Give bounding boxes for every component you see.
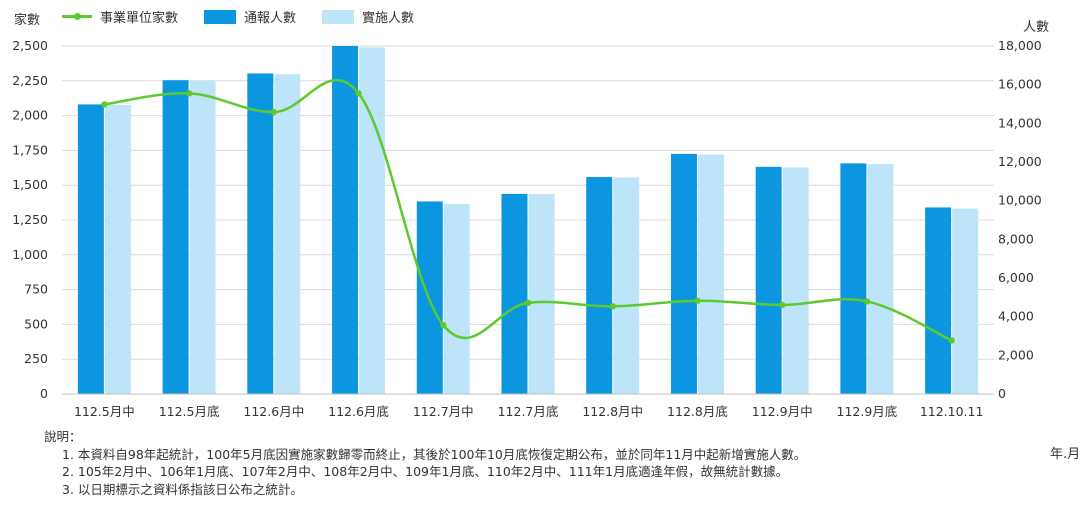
line-series-establishments (104, 78, 953, 342)
right-tick-label: 16,000 (998, 77, 1042, 92)
line-point (609, 303, 616, 310)
left-tick-label: 1,000 (12, 247, 48, 262)
left-tick-label: 500 (24, 316, 48, 331)
right-tick-label: 14,000 (998, 115, 1042, 130)
line-point (270, 108, 278, 116)
notes-title: 說明： (44, 429, 82, 444)
x-tick-label: 112.5月中 (74, 404, 135, 419)
x-tick-label: 112.7月底 (498, 404, 559, 419)
bar-implemented (274, 74, 301, 394)
bar-implemented (443, 203, 470, 394)
left-tick-label: 1,750 (12, 142, 48, 157)
x-tick-label: 112.8月中 (582, 404, 643, 419)
left-tick-label: 750 (24, 282, 48, 297)
legend-label-reported: 通報人數 (244, 11, 297, 26)
line-point (101, 101, 108, 108)
bar-implemented (104, 104, 131, 394)
left-axis-title: 家數 (14, 13, 41, 28)
bar-implemented (867, 164, 894, 394)
right-tick-label: 6,000 (998, 270, 1034, 285)
notes-section: 說明： 1. 本資料自98年起統計，100年5月底因實施家數歸零而終止，其後於1… (44, 428, 806, 498)
bar-reported (332, 46, 359, 394)
right-tick-label: 18,000 (998, 38, 1042, 53)
left-tick-label: 1,250 (12, 212, 48, 227)
bar-implemented (782, 167, 809, 394)
x-tick-label: 112.7月中 (413, 404, 474, 419)
chart-legend: 事業單位家數 通報人數 實施人數 (62, 7, 440, 26)
right-tick-label: 2,000 (998, 347, 1034, 362)
line-point (778, 301, 786, 309)
legend-item-reported: 通報人數 (204, 7, 296, 26)
note-item: 2. 105年2月中、106年1月底、107年2月中、108年2月中、109年1… (62, 464, 789, 479)
bar-implemented (952, 208, 979, 394)
bar-reported (925, 207, 952, 394)
right-axis-title: 人數 (1023, 20, 1050, 35)
x-tick-label: 112.6月中 (243, 404, 304, 419)
legend-label-implemented: 實施人數 (362, 11, 415, 26)
bar-reported (247, 73, 274, 394)
bar-reported (755, 166, 782, 394)
bar-reported (670, 153, 697, 394)
right-tick-label: 4,000 (998, 309, 1034, 324)
legend-item-line: 事業單位家數 (62, 7, 178, 26)
left-tick-label: 2,500 (12, 38, 48, 53)
line-point (185, 90, 193, 97)
legend-line-swatch (62, 13, 92, 20)
line-point (355, 90, 362, 97)
note-item: 3. 以日期標示之資料係指該日公布之統計。 (62, 481, 303, 497)
x-axis-unit: 年.月 (1050, 447, 1081, 462)
line-point (863, 298, 871, 305)
bar-reported (586, 177, 613, 394)
bar-implemented (189, 80, 216, 395)
left-tick-label: 2,000 (12, 108, 48, 123)
x-tick-label: 112.5月底 (159, 404, 220, 419)
bar-implemented (697, 154, 724, 394)
left-tick-label: 2,250 (12, 73, 48, 88)
right-tick-label: 8,000 (998, 231, 1034, 246)
bar-reported (162, 80, 189, 394)
legend-item-implemented: 實施人數 (322, 7, 414, 26)
line-point (694, 297, 701, 304)
x-tick-label: 112.10.11 (920, 404, 984, 419)
line-point (440, 321, 447, 329)
left-tick-label: 250 (24, 351, 48, 366)
legend-implemented-swatch (322, 9, 355, 24)
legend-reported-swatch (204, 9, 237, 24)
x-tick-label: 112.6月底 (328, 404, 389, 419)
x-tick-label: 112.9月中 (752, 404, 813, 419)
legend-label-line: 事業單位家數 (100, 11, 179, 26)
right-tick-label: 0 (998, 386, 1006, 401)
bar-implemented (359, 47, 386, 394)
left-tick-label: 0 (40, 386, 48, 401)
bar-implemented (528, 194, 555, 394)
line-point (948, 337, 955, 344)
bar-reported (77, 104, 104, 395)
chart-canvas: 0 250 500 750 1,000 1,250 1,500 1,750 2,000 2,250… (12, 38, 1042, 419)
right-tick-label: 10,000 (998, 193, 1042, 208)
x-tick-label: 112.8月底 (667, 404, 728, 419)
bar-reported (840, 163, 867, 394)
line-point (524, 299, 532, 307)
bar-reported (501, 193, 528, 394)
x-tick-label: 112.9月底 (837, 404, 898, 419)
left-tick-label: 1,500 (12, 177, 48, 192)
note-item: 1. 本資料自98年起統計，100年5月底因實施家數歸零而終止，其後於100年1… (62, 446, 807, 462)
bar-implemented (613, 177, 640, 394)
right-tick-label: 12,000 (998, 154, 1042, 169)
